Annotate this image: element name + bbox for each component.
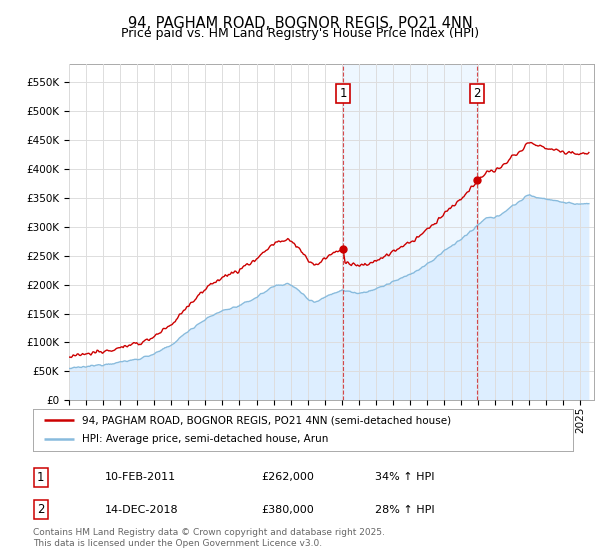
Text: 34% ↑ HPI: 34% ↑ HPI xyxy=(375,472,434,482)
Text: Contains HM Land Registry data © Crown copyright and database right 2025.
This d: Contains HM Land Registry data © Crown c… xyxy=(33,528,385,548)
Text: 28% ↑ HPI: 28% ↑ HPI xyxy=(375,505,434,515)
Text: £262,000: £262,000 xyxy=(261,472,314,482)
Text: 1: 1 xyxy=(37,470,44,484)
Text: 10-FEB-2011: 10-FEB-2011 xyxy=(105,472,176,482)
Bar xyxy=(343,64,477,400)
Text: 2: 2 xyxy=(473,87,481,100)
Text: 94, PAGHAM ROAD, BOGNOR REGIS, PO21 4NN (semi-detached house): 94, PAGHAM ROAD, BOGNOR REGIS, PO21 4NN … xyxy=(82,415,451,425)
Text: 94, PAGHAM ROAD, BOGNOR REGIS, PO21 4NN: 94, PAGHAM ROAD, BOGNOR REGIS, PO21 4NN xyxy=(128,16,472,31)
Text: HPI: Average price, semi-detached house, Arun: HPI: Average price, semi-detached house,… xyxy=(82,435,328,445)
Text: Price paid vs. HM Land Registry's House Price Index (HPI): Price paid vs. HM Land Registry's House … xyxy=(121,27,479,40)
Text: 14-DEC-2018: 14-DEC-2018 xyxy=(105,505,179,515)
Text: 2: 2 xyxy=(37,503,44,516)
Text: £380,000: £380,000 xyxy=(261,505,314,515)
Text: 1: 1 xyxy=(340,87,347,100)
